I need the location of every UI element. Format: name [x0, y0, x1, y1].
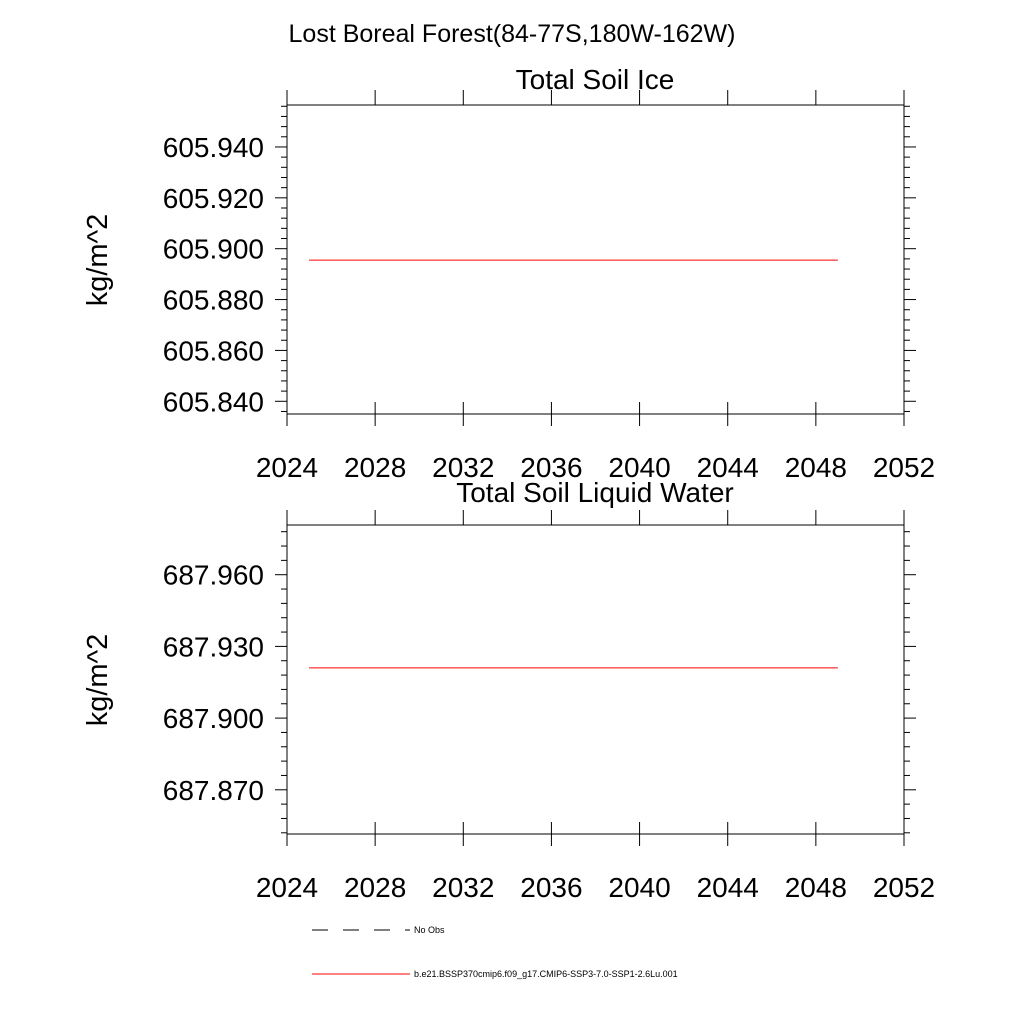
y-tick-label: 605.900 [163, 234, 264, 265]
x-tick-label: 2044 [697, 872, 759, 903]
y-tick-label: 687.900 [163, 703, 264, 734]
chart-panel-soil-liquid-water: Total Soil Liquid Water kg/m^2 2024 2028 2… [82, 477, 935, 903]
chart-panel-soil-ice: Total Soil Ice kg/m^2 2024 2028 2032 2036 20… [82, 64, 935, 483]
y-tick-label: 605.840 [163, 386, 264, 417]
main-title: Lost Boreal Forest(84-77S,180W-162W) [289, 20, 736, 48]
x-tick-label: 2048 [785, 872, 847, 903]
legend-label: b.e21.BSSP370cmip6.f09_g17.CMIP6-SSP3-7.… [414, 969, 678, 979]
x-tick-label: 2040 [608, 452, 670, 483]
x-tick-label: 2036 [520, 872, 582, 903]
x-tick-label: 2040 [608, 872, 670, 903]
legend: No Obs b.e21.BSSP370cmip6.f09_g17.CMIP6-… [312, 925, 678, 979]
y-tick-label: 687.960 [163, 560, 264, 591]
y-tick-label: 687.870 [163, 775, 264, 806]
chart-title: Total Soil Ice [516, 64, 675, 95]
y-tick-label: 605.880 [163, 285, 264, 316]
y-axis-label: kg/m^2 [82, 214, 114, 307]
y-tick-label: 687.930 [163, 631, 264, 662]
x-tick-label: 2052 [873, 452, 935, 483]
y-tick-label: 605.860 [163, 335, 264, 366]
x-tick-label: 2036 [520, 452, 582, 483]
x-tick-label: 2048 [785, 452, 847, 483]
y-tick-label: 605.920 [163, 183, 264, 214]
x-tick-label: 2052 [873, 872, 935, 903]
plot-frame [286, 104, 905, 415]
chart-title: Total Soil Liquid Water [456, 477, 734, 508]
x-tick-label: 2024 [256, 872, 318, 903]
x-tick-label: 2028 [344, 452, 406, 483]
y-axis-label: kg/m^2 [82, 634, 114, 727]
plot-frame [286, 524, 905, 835]
legend-label: No Obs [414, 925, 445, 935]
x-tick-label: 2028 [344, 872, 406, 903]
x-tick-label: 2044 [697, 452, 759, 483]
x-tick-label: 2032 [432, 872, 494, 903]
x-tick-label: 2032 [432, 452, 494, 483]
x-tick-label: 2024 [256, 452, 318, 483]
y-tick-label: 605.940 [163, 132, 264, 163]
